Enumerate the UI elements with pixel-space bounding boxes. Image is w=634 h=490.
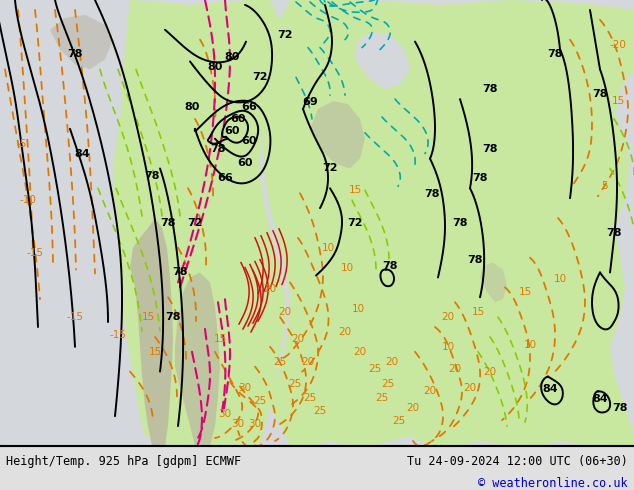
Text: 69: 69 (302, 97, 318, 107)
Text: 20: 20 (301, 357, 314, 367)
Text: 72: 72 (277, 30, 293, 40)
Text: 78: 78 (482, 84, 498, 94)
Text: 20: 20 (448, 364, 462, 373)
Text: -5: -5 (17, 139, 27, 148)
Text: -10: -10 (20, 195, 36, 205)
Text: 25: 25 (368, 364, 382, 373)
Text: 66: 66 (217, 173, 233, 183)
Text: 15: 15 (141, 312, 155, 322)
Text: 60: 60 (237, 158, 253, 169)
Text: 72: 72 (322, 164, 338, 173)
Text: 15: 15 (148, 347, 162, 357)
Text: 25: 25 (392, 416, 406, 426)
Text: 78: 78 (165, 312, 181, 322)
Polygon shape (480, 263, 507, 302)
Polygon shape (310, 101, 365, 169)
Text: -15: -15 (67, 312, 84, 322)
Text: 10: 10 (441, 342, 455, 352)
Text: 25: 25 (273, 357, 287, 367)
Text: 30: 30 (238, 384, 252, 393)
Text: 20: 20 (339, 327, 352, 337)
Text: 78: 78 (160, 218, 176, 228)
Text: 25: 25 (288, 379, 302, 390)
Polygon shape (130, 218, 173, 446)
Text: 20: 20 (424, 387, 437, 396)
Polygon shape (148, 228, 260, 446)
Polygon shape (113, 0, 285, 446)
Text: 78: 78 (424, 189, 440, 199)
Text: -15: -15 (110, 330, 127, 340)
Text: 20: 20 (441, 312, 455, 322)
Text: 10: 10 (524, 340, 536, 350)
Text: 78: 78 (145, 172, 160, 181)
Text: 30: 30 (219, 409, 231, 419)
Text: 25: 25 (304, 393, 316, 403)
Text: 10: 10 (351, 304, 365, 314)
Text: 30: 30 (249, 419, 262, 429)
Text: 20: 20 (484, 367, 496, 377)
Text: 60: 60 (224, 126, 240, 136)
Text: 10: 10 (321, 243, 335, 253)
Polygon shape (175, 272, 220, 446)
Text: 25: 25 (382, 379, 394, 390)
Text: 78: 78 (592, 89, 608, 99)
Text: 5: 5 (602, 181, 608, 191)
Text: 60: 60 (242, 136, 257, 146)
Text: 72: 72 (252, 73, 268, 82)
Text: 20: 20 (264, 284, 276, 294)
Text: 78: 78 (452, 218, 468, 228)
Text: 25: 25 (254, 396, 267, 406)
Text: 78: 78 (382, 261, 398, 270)
Text: 72: 72 (347, 218, 363, 228)
Text: 78: 78 (467, 255, 482, 265)
Text: 80: 80 (224, 52, 240, 62)
Text: Height/Temp. 925 hPa [gdpm] ECMWF: Height/Temp. 925 hPa [gdpm] ECMWF (6, 455, 242, 468)
Text: 15: 15 (611, 96, 624, 106)
Text: 78: 78 (172, 267, 188, 276)
Text: 80: 80 (184, 102, 200, 112)
Text: -15: -15 (27, 247, 44, 258)
Text: 15: 15 (348, 185, 361, 195)
Text: 84: 84 (542, 385, 558, 394)
Polygon shape (50, 15, 112, 70)
Text: © weatheronline.co.uk: © weatheronline.co.uk (478, 477, 628, 490)
Text: -20: -20 (609, 40, 626, 49)
Text: 20: 20 (406, 403, 420, 413)
Text: 78: 78 (67, 49, 83, 59)
Text: 84: 84 (74, 148, 90, 159)
Text: 25: 25 (375, 393, 389, 403)
Text: 78: 78 (472, 173, 488, 183)
Text: 20: 20 (385, 357, 399, 367)
Text: Tu 24-09-2024 12:00 UTC (06+30): Tu 24-09-2024 12:00 UTC (06+30) (407, 455, 628, 468)
Text: 15: 15 (519, 287, 532, 297)
Text: 78: 78 (612, 403, 628, 413)
Polygon shape (262, 0, 634, 446)
Text: 78: 78 (606, 228, 622, 238)
Text: 84: 84 (592, 394, 608, 404)
Text: 20: 20 (353, 347, 366, 357)
Text: 25: 25 (313, 406, 327, 416)
Text: 72: 72 (187, 218, 203, 228)
Polygon shape (355, 32, 410, 89)
Text: 15: 15 (471, 307, 484, 317)
Text: 80: 80 (207, 62, 223, 73)
Text: 30: 30 (231, 419, 245, 429)
Text: 20: 20 (278, 307, 292, 317)
Text: 78: 78 (547, 49, 563, 59)
Text: 78: 78 (482, 144, 498, 154)
Text: 15: 15 (214, 334, 226, 344)
Text: 20: 20 (463, 384, 477, 393)
Text: 78: 78 (210, 144, 226, 154)
Text: 66: 66 (241, 102, 257, 112)
Text: 10: 10 (340, 263, 354, 272)
Text: 20: 20 (292, 334, 304, 344)
Text: 10: 10 (553, 274, 567, 284)
Text: 60: 60 (230, 114, 246, 124)
